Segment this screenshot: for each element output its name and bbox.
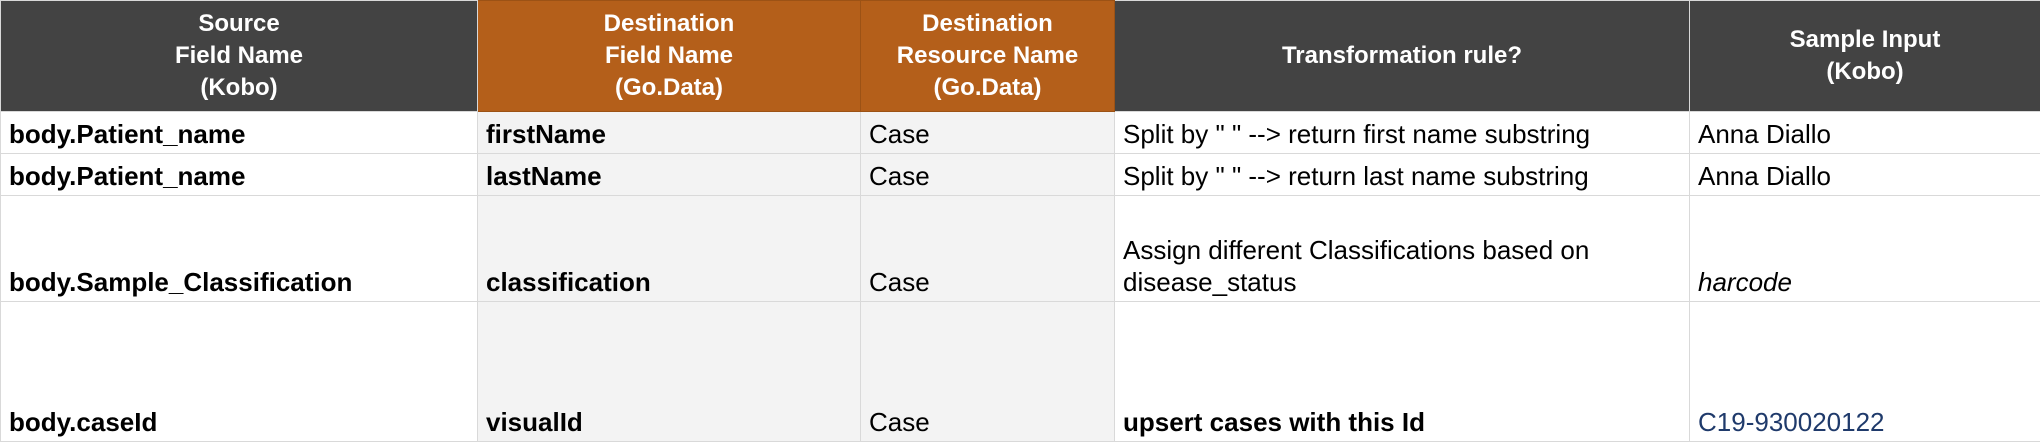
cell-sample-input[interactable]: Anna Diallo — [1690, 112, 2040, 154]
header-transformation-rule[interactable]: Transformation rule? — [1115, 1, 1690, 112]
table-row: body.Sample_Classification classificatio… — [1, 196, 2040, 302]
cell-destination-resource[interactable]: Case — [861, 302, 1115, 442]
cell-destination-field[interactable]: lastName — [478, 154, 861, 196]
cell-transformation-rule[interactable]: upsert cases with this Id — [1115, 302, 1690, 442]
cell-transformation-rule[interactable]: Split by " " --> return first name subst… — [1115, 112, 1690, 154]
cell-source-field[interactable]: body.Patient_name — [1, 112, 478, 154]
cell-sample-input[interactable]: Anna Diallo — [1690, 154, 2040, 196]
header-source-field[interactable]: Source Field Name (Kobo) — [1, 1, 478, 112]
cell-destination-resource[interactable]: Case — [861, 112, 1115, 154]
header-destination-resource[interactable]: Destination Resource Name (Go.Data) — [861, 1, 1115, 112]
header-destination-field[interactable]: Destination Field Name (Go.Data) — [478, 1, 861, 112]
table-row: body.Patient_name firstName Case Split b… — [1, 112, 2040, 154]
cell-transformation-rule[interactable]: Split by " " --> return last name substr… — [1115, 154, 1690, 196]
cell-sample-input[interactable]: C19-930020122 — [1690, 302, 2040, 442]
cell-destination-resource[interactable]: Case — [861, 154, 1115, 196]
cell-source-field[interactable]: body.Sample_Classification — [1, 196, 478, 302]
header-sample-input[interactable]: Sample Input (Kobo) — [1690, 1, 2040, 112]
cell-source-field[interactable]: body.caseId — [1, 302, 478, 442]
table-row: body.Patient_name lastName Case Split by… — [1, 154, 2040, 196]
cell-destination-field[interactable]: visualId — [478, 302, 861, 442]
header-row: Source Field Name (Kobo) Destination Fie… — [1, 1, 2040, 112]
cell-destination-field[interactable]: classification — [478, 196, 861, 302]
table-row: body.caseId visualId Case upsert cases w… — [1, 302, 2040, 442]
cell-source-field[interactable]: body.Patient_name — [1, 154, 478, 196]
cell-transformation-rule[interactable]: Assign different Classifications based o… — [1115, 196, 1690, 302]
cell-sample-input[interactable]: harcode — [1690, 196, 2040, 302]
cell-destination-resource[interactable]: Case — [861, 196, 1115, 302]
cell-destination-field[interactable]: firstName — [478, 112, 861, 154]
